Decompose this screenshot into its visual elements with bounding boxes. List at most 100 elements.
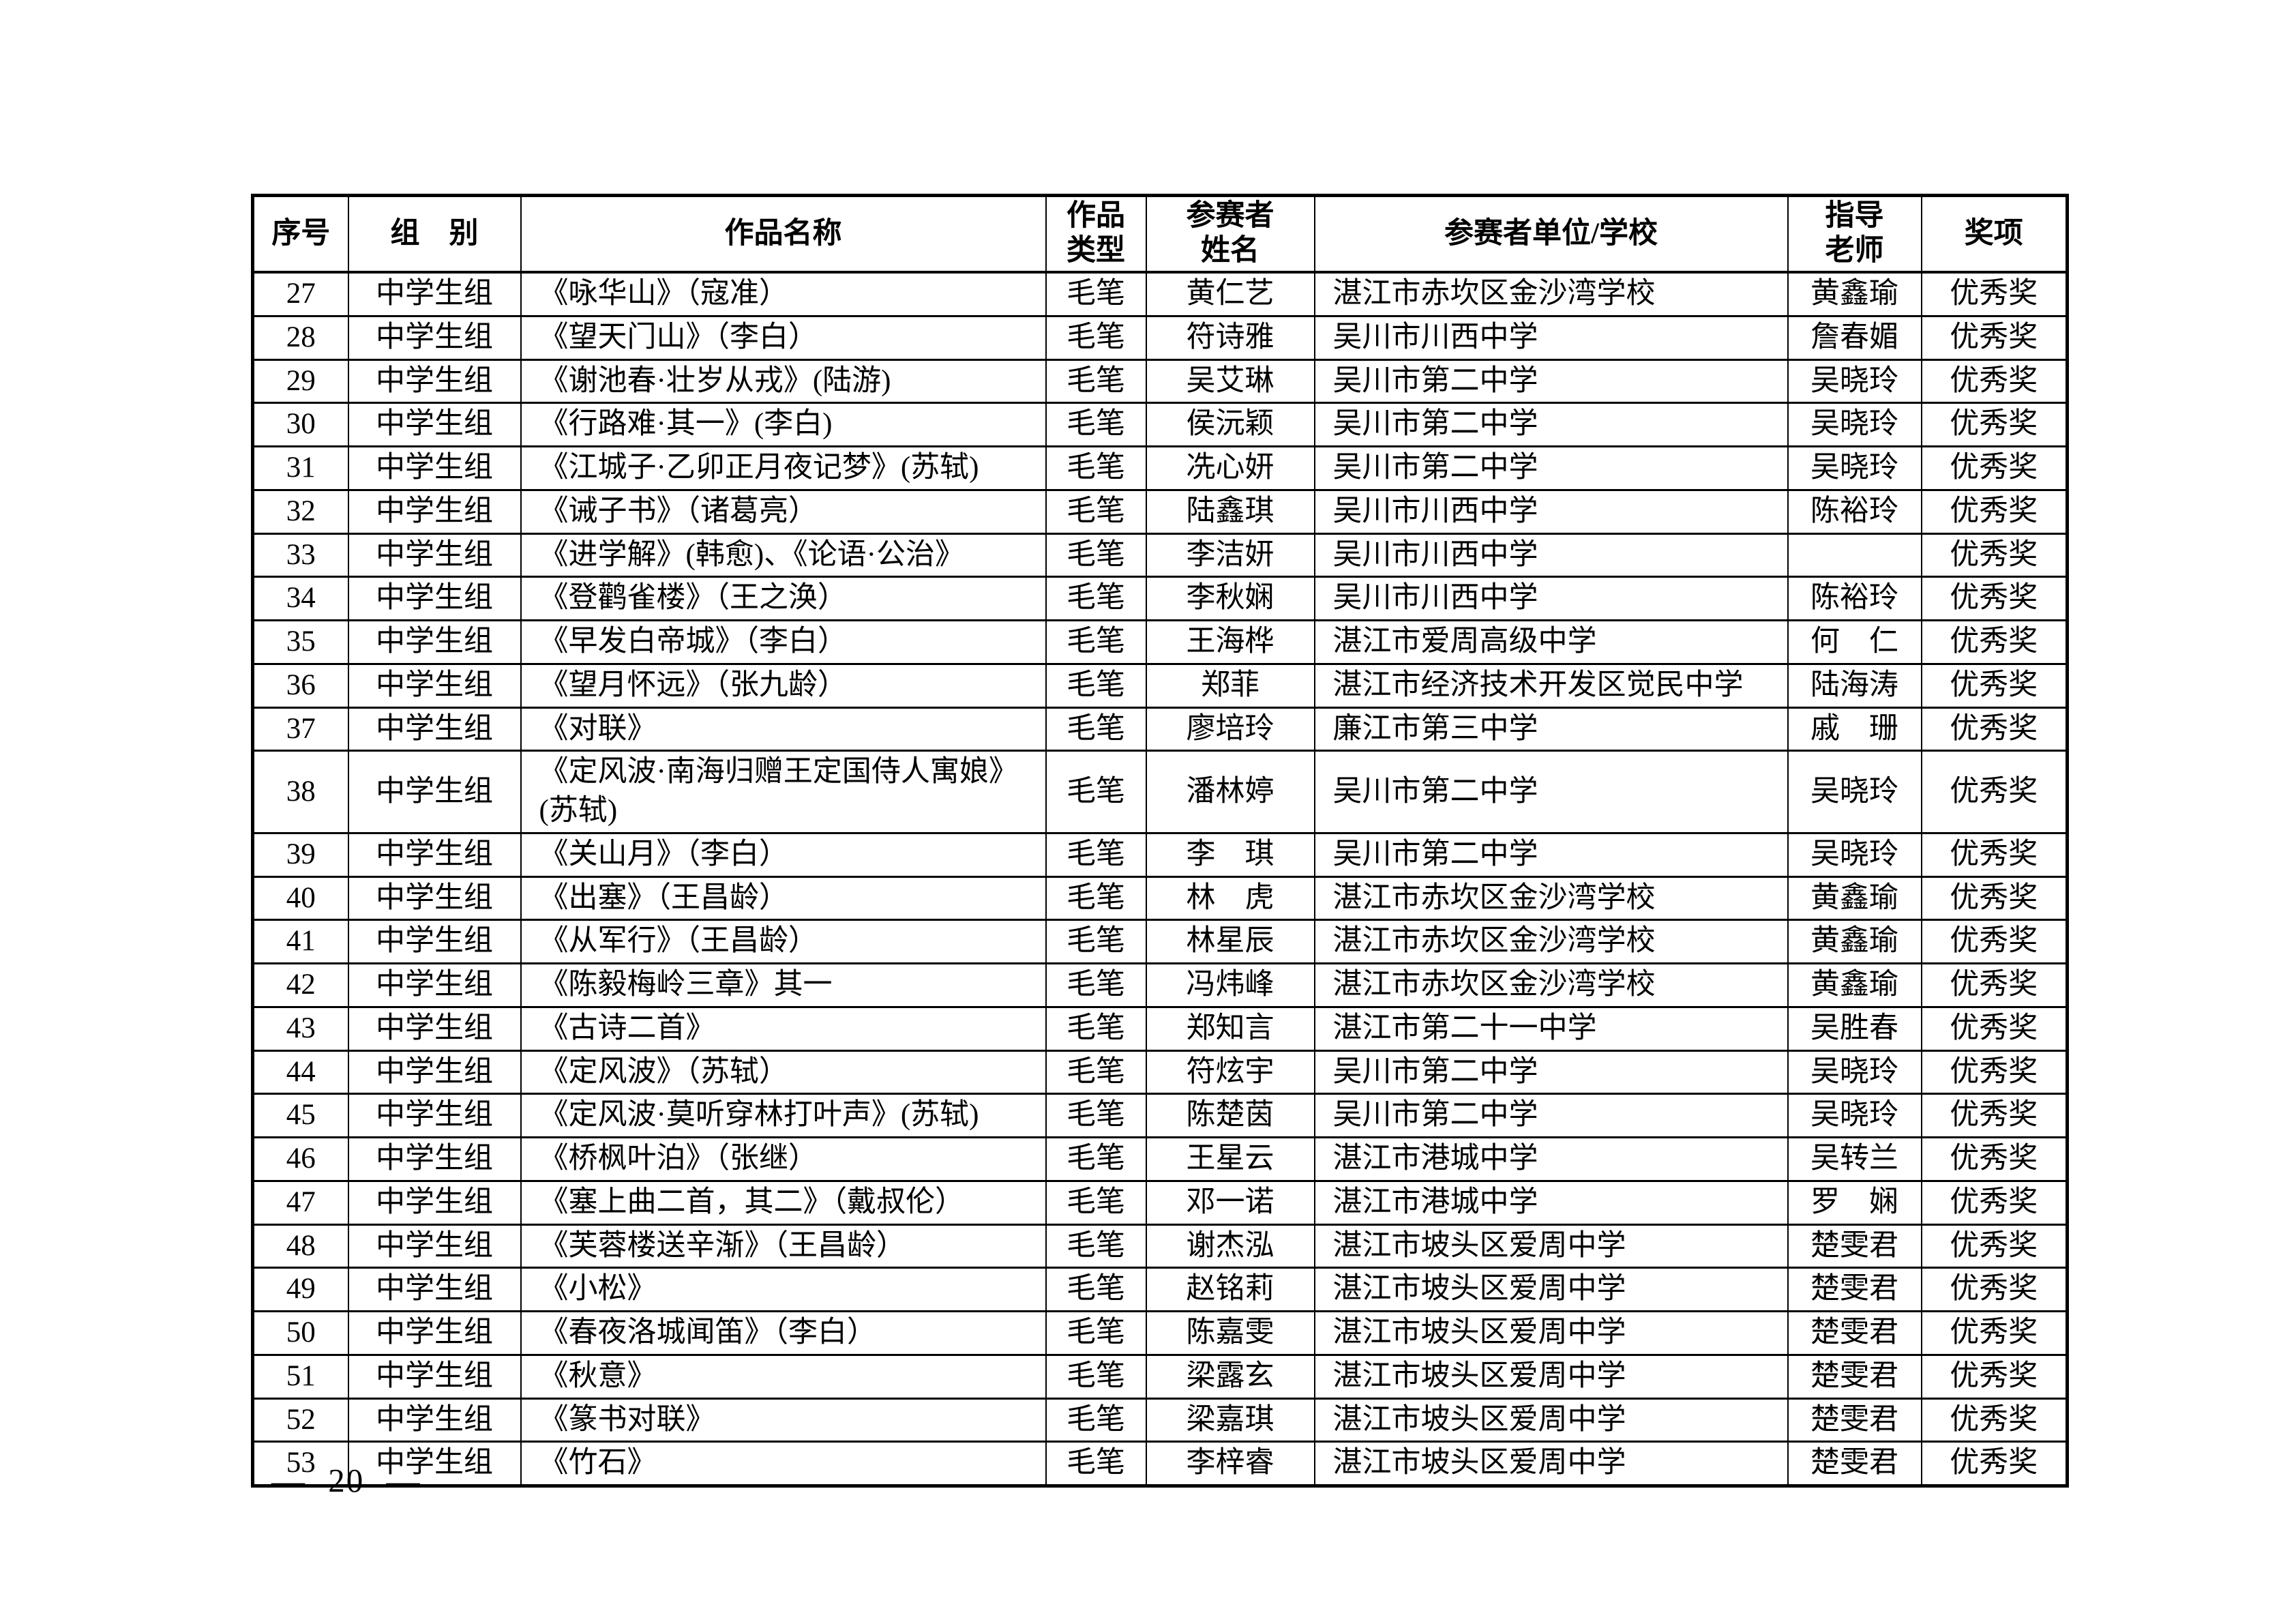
awards-table: 序号 组 别 作品名称 作品 类型 参赛者 姓名 参赛者单位/学校 指导 老师 …: [251, 194, 2069, 1488]
cell-teacher: 楚雯君: [1787, 1267, 1922, 1312]
cell-group: 中学生组: [347, 1005, 522, 1052]
cell-participant-name: 林星辰: [1145, 919, 1315, 964]
cell-work-title: 《定风波》（苏轼）: [520, 1049, 1047, 1095]
cell-school: 湛江市港城中学: [1313, 1136, 1789, 1182]
cell-award: 优秀奖: [1920, 1267, 2068, 1312]
cell-school: 廉江市第三中学: [1313, 706, 1789, 752]
cell-no: 45: [252, 1093, 349, 1138]
cell-participant-name: 邓一诺: [1145, 1179, 1315, 1226]
cell-participant-name: 陆鑫琪: [1145, 488, 1315, 535]
cell-teacher: 吴晓玲: [1787, 1049, 1922, 1095]
cell-award: 优秀奖: [1920, 1005, 2068, 1052]
cell-work-type: 毛笔: [1045, 314, 1147, 361]
cell-teacher: 戚 珊: [1787, 706, 1922, 752]
table-row: 28 中学生组 《望天门山》（李白） 毛笔 符诗雅 吴川市川西中学 詹春媚 优秀…: [252, 314, 2068, 361]
cell-group: 中学生组: [347, 1136, 522, 1182]
page-number: — 20 —: [271, 1462, 421, 1499]
table-row: 40 中学生组 《出塞》（王昌龄） 毛笔 林 虎 湛江市赤坎区金沙湾学校 黄鑫瑜…: [252, 875, 2068, 921]
cell-work-type: 毛笔: [1045, 662, 1147, 709]
cell-work-title: 《谢池春·壮岁从戎》(陆游): [520, 358, 1047, 404]
cell-school: 湛江市赤坎区金沙湾学校: [1313, 271, 1789, 317]
cell-school: 湛江市坡头区爱周中学: [1313, 1310, 1789, 1356]
cell-work-title: 《进学解》(韩愈)、《论语·公治》: [520, 532, 1047, 578]
cell-school: 吴川市川西中学: [1313, 488, 1789, 535]
cell-teacher: 陆海涛: [1787, 662, 1922, 709]
cell-group: 中学生组: [347, 358, 522, 404]
cell-participant-name: 符诗雅: [1145, 314, 1315, 361]
cell-group: 中学生组: [347, 445, 522, 491]
cell-participant-name: 谢杰泓: [1145, 1223, 1315, 1269]
cell-group: 中学生组: [347, 662, 522, 709]
cell-school: 吴川市第二中学: [1313, 831, 1789, 878]
cell-work-title: 《诫子书》（诸葛亮）: [520, 488, 1047, 535]
cell-school: 吴川市川西中学: [1313, 314, 1789, 361]
cell-participant-name: 陈嘉雯: [1145, 1310, 1315, 1356]
table-row: 44 中学生组 《定风波》（苏轼） 毛笔 符炫宇 吴川市第二中学 吴晓玲 优秀奖: [252, 1049, 2068, 1095]
cell-award: 优秀奖: [1920, 1310, 2068, 1356]
cell-no: 28: [252, 314, 349, 361]
cell-teacher: 黄鑫瑜: [1787, 875, 1922, 921]
cell-award: 优秀奖: [1920, 402, 2068, 447]
cell-no: 50: [252, 1310, 349, 1356]
header-work-title: 作品名称: [520, 194, 1047, 274]
cell-teacher: 楚雯君: [1787, 1441, 1922, 1487]
cell-award: 优秀奖: [1920, 445, 2068, 491]
cell-no: 41: [252, 919, 349, 964]
cell-school: 湛江市经济技术开发区觉民中学: [1313, 662, 1789, 709]
table-row: 47 中学生组 《塞上曲二首，其二》（戴叔伦） 毛笔 邓一诺 湛江市港城中学 罗…: [252, 1179, 2068, 1226]
table-row: 42 中学生组 《陈毅梅岭三章》其一 毛笔 冯炜峰 湛江市赤坎区金沙湾学校 黄鑫…: [252, 962, 2068, 1008]
table-row: 43 中学生组 《古诗二首》 毛笔 郑知言 湛江市第二十一中学 吴胜春 优秀奖: [252, 1005, 2068, 1052]
cell-group: 中学生组: [347, 271, 522, 317]
cell-work-type: 毛笔: [1045, 358, 1147, 404]
table-row: 27 中学生组 《咏华山》（寇准） 毛笔 黄仁艺 湛江市赤坎区金沙湾学校 黄鑫瑜…: [252, 271, 2068, 317]
table-row: 52 中学生组 《篆书对联》 毛笔 梁嘉琪 湛江市坡头区爱周中学 楚雯君 优秀奖: [252, 1397, 2068, 1443]
cell-award: 优秀奖: [1920, 532, 2068, 578]
cell-work-title: 《登鹳雀楼》（王之涣）: [520, 576, 1047, 621]
cell-no: 29: [252, 358, 349, 404]
cell-group: 中学生组: [347, 1267, 522, 1312]
cell-work-type: 毛笔: [1045, 271, 1147, 317]
cell-teacher: 陈裕玲: [1787, 488, 1922, 535]
cell-teacher: 吴晓玲: [1787, 445, 1922, 491]
table-row: 46 中学生组 《桥枫叶泊》（张继） 毛笔 王星云 湛江市港城中学 吴转兰 优秀…: [252, 1136, 2068, 1182]
table-row: 35 中学生组 《早发白帝城》（李白） 毛笔 王海桦 湛江市爱周高级中学 何 仁…: [252, 619, 2068, 665]
table-row: 30 中学生组 《行路难·其一》(李白) 毛笔 侯沅颖 吴川市第二中学 吴晓玲 …: [252, 402, 2068, 447]
cell-work-type: 毛笔: [1045, 919, 1147, 964]
header-group: 组 别: [347, 194, 522, 274]
cell-school: 吴川市第二中学: [1313, 445, 1789, 491]
cell-school: 吴川市第二中学: [1313, 750, 1789, 834]
cell-award: 优秀奖: [1920, 831, 2068, 878]
cell-work-type: 毛笔: [1045, 1136, 1147, 1182]
cell-work-type: 毛笔: [1045, 488, 1147, 535]
cell-no: 48: [252, 1223, 349, 1269]
cell-group: 中学生组: [347, 1223, 522, 1269]
cell-work-type: 毛笔: [1045, 1093, 1147, 1138]
table-row: 41 中学生组 《从军行》（王昌龄） 毛笔 林星辰 湛江市赤坎区金沙湾学校 黄鑫…: [252, 919, 2068, 964]
cell-school: 湛江市坡头区爱周中学: [1313, 1441, 1789, 1487]
cell-award: 优秀奖: [1920, 1049, 2068, 1095]
cell-award: 优秀奖: [1920, 619, 2068, 665]
cell-teacher: 吴晓玲: [1787, 402, 1922, 447]
cell-work-type: 毛笔: [1045, 1223, 1147, 1269]
cell-participant-name: 林 虎: [1145, 875, 1315, 921]
cell-work-type: 毛笔: [1045, 1397, 1147, 1443]
cell-group: 中学生组: [347, 1179, 522, 1226]
cell-no: 51: [252, 1353, 349, 1400]
cell-work-title: 《江城子·乙卯正月夜记梦》(苏轼): [520, 445, 1047, 491]
cell-school: 吴川市第二中学: [1313, 358, 1789, 404]
cell-participant-name: 郑菲: [1145, 662, 1315, 709]
cell-award: 优秀奖: [1920, 576, 2068, 621]
table-row: 32 中学生组 《诫子书》（诸葛亮） 毛笔 陆鑫琪 吴川市川西中学 陈裕玲 优秀…: [252, 488, 2068, 535]
cell-award: 优秀奖: [1920, 662, 2068, 709]
cell-work-title: 《望月怀远》（张九龄）: [520, 662, 1047, 709]
header-participant-name: 参赛者 姓名: [1145, 194, 1315, 274]
table-row: 45 中学生组 《定风波·莫听穿林打叶声》(苏轼) 毛笔 陈楚茵 吴川市第二中学…: [252, 1093, 2068, 1138]
cell-school: 湛江市爱周高级中学: [1313, 619, 1789, 665]
cell-school: 湛江市坡头区爱周中学: [1313, 1397, 1789, 1443]
cell-no: 31: [252, 445, 349, 491]
cell-participant-name: 王海桦: [1145, 619, 1315, 665]
cell-work-type: 毛笔: [1045, 1049, 1147, 1095]
cell-no: 27: [252, 271, 349, 317]
cell-work-title: 《定风波·莫听穿林打叶声》(苏轼): [520, 1093, 1047, 1138]
cell-award: 优秀奖: [1920, 875, 2068, 921]
